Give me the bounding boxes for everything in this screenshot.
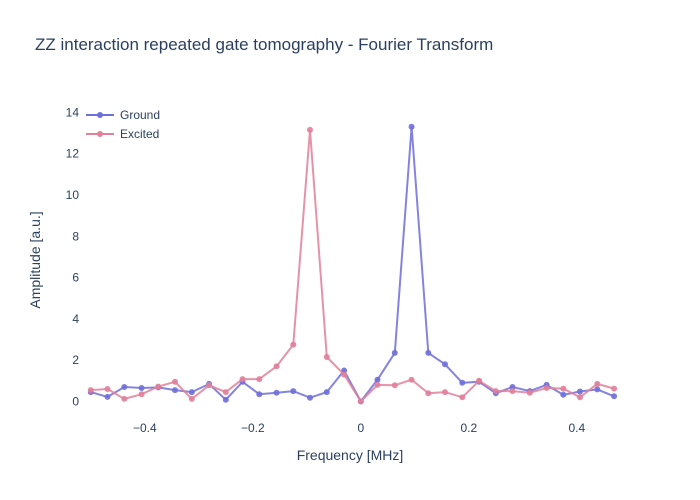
series-excited-point[interactable] — [155, 383, 162, 390]
x-tick-label: 0 — [357, 421, 364, 435]
series-excited-point[interactable] — [526, 389, 533, 396]
chart-title: ZZ interaction repeated gate tomography … — [35, 35, 493, 54]
series-ground-point[interactable] — [425, 349, 432, 356]
x-tick-label: −0.4 — [133, 421, 157, 435]
x-tick-label: 0.2 — [460, 421, 477, 435]
series-excited-point[interactable] — [222, 389, 229, 396]
y-tick-label: 14 — [66, 105, 80, 119]
legend-item-ground[interactable]: Ground — [86, 108, 160, 122]
series-ground-point[interactable] — [391, 349, 398, 356]
y-tick-label: 8 — [72, 229, 79, 243]
legend-label-ground: Ground — [120, 108, 160, 122]
series-excited-point[interactable] — [256, 376, 263, 383]
series-excited-point[interactable] — [594, 380, 601, 387]
series-ground-point[interactable] — [442, 361, 448, 368]
series-ground-point[interactable] — [323, 389, 330, 396]
series-ground-point[interactable] — [256, 391, 263, 398]
series-excited-point[interactable] — [307, 126, 313, 133]
series-ground-point[interactable] — [104, 393, 111, 400]
series-ground-point[interactable] — [577, 388, 583, 395]
series-excited-point[interactable] — [239, 376, 246, 383]
series-excited-point[interactable] — [104, 386, 111, 392]
x-tick-label: −0.2 — [241, 421, 265, 435]
series-ground-point[interactable] — [172, 387, 178, 394]
series-excited-point[interactable] — [492, 388, 499, 395]
series-ground-point[interactable] — [594, 386, 601, 393]
series-excited-point[interactable] — [425, 390, 432, 397]
y-tick-label: 4 — [72, 312, 79, 326]
series-excited-point[interactable] — [188, 395, 195, 402]
series-excited-point[interactable] — [611, 385, 618, 392]
legend-marker-ground — [97, 112, 103, 118]
y-tick-label: 12 — [66, 147, 80, 161]
plot-area — [87, 123, 618, 405]
series-excited-point[interactable] — [323, 354, 330, 360]
x-axis-ticks: −0.4 −0.2 0 0.2 0.4 — [133, 421, 586, 435]
series-ground-line — [90, 126, 615, 404]
y-axis-ticks: 0 2 4 6 8 10 12 14 — [66, 105, 80, 408]
x-axis-title: Frequency [MHz] — [297, 447, 404, 463]
series-excited-point[interactable] — [543, 385, 550, 391]
series-excited-point[interactable] — [121, 395, 128, 402]
series-excited-point[interactable] — [341, 371, 348, 378]
series-excited-point[interactable] — [560, 385, 567, 392]
series-excited-point[interactable] — [357, 398, 364, 405]
series-excited-point[interactable] — [206, 382, 213, 389]
series-excited-line — [90, 129, 615, 403]
series-ground-point[interactable] — [273, 389, 280, 396]
y-tick-label: 6 — [72, 271, 79, 285]
x-tick-label: 0.4 — [568, 421, 585, 435]
series-ground — [87, 123, 618, 405]
series-excited — [87, 126, 618, 405]
series-ground-point[interactable] — [188, 389, 195, 396]
y-tick-label: 0 — [72, 394, 79, 408]
series-excited-point[interactable] — [509, 388, 516, 395]
series-ground-point[interactable] — [374, 376, 381, 383]
series-excited-point[interactable] — [408, 376, 415, 383]
series-ground-point[interactable] — [121, 384, 128, 390]
series-excited-point[interactable] — [138, 391, 145, 398]
series-ground-point[interactable] — [560, 391, 567, 398]
legend-marker-excited — [97, 131, 103, 137]
series-excited-point[interactable] — [442, 389, 448, 396]
series-excited-point[interactable] — [459, 394, 466, 401]
series-ground-point[interactable] — [290, 388, 297, 395]
series-excited-point[interactable] — [577, 394, 583, 401]
series-ground-point[interactable] — [138, 385, 145, 391]
series-ground-point[interactable] — [611, 393, 618, 400]
series-excited-point[interactable] — [476, 377, 483, 384]
y-tick-label: 2 — [72, 353, 79, 367]
series-excited-point[interactable] — [87, 387, 94, 394]
series-ground-point[interactable] — [307, 394, 313, 401]
series-ground-point[interactable] — [509, 384, 516, 390]
series-excited-point[interactable] — [391, 382, 398, 389]
legend-item-excited[interactable]: Excited — [86, 127, 159, 141]
legend-label-excited: Excited — [120, 127, 159, 141]
legend[interactable]: Ground Excited — [86, 108, 160, 141]
series-excited-point[interactable] — [273, 363, 280, 370]
series-ground-point[interactable] — [459, 379, 466, 386]
series-excited-point[interactable] — [374, 381, 381, 388]
y-tick-label: 10 — [66, 188, 80, 202]
series-excited-point[interactable] — [172, 378, 178, 385]
y-axis-title: Amplitude [a.u.] — [27, 211, 43, 308]
series-ground-point[interactable] — [222, 396, 229, 403]
series-excited-point[interactable] — [290, 341, 297, 348]
series-ground-point[interactable] — [408, 123, 415, 130]
